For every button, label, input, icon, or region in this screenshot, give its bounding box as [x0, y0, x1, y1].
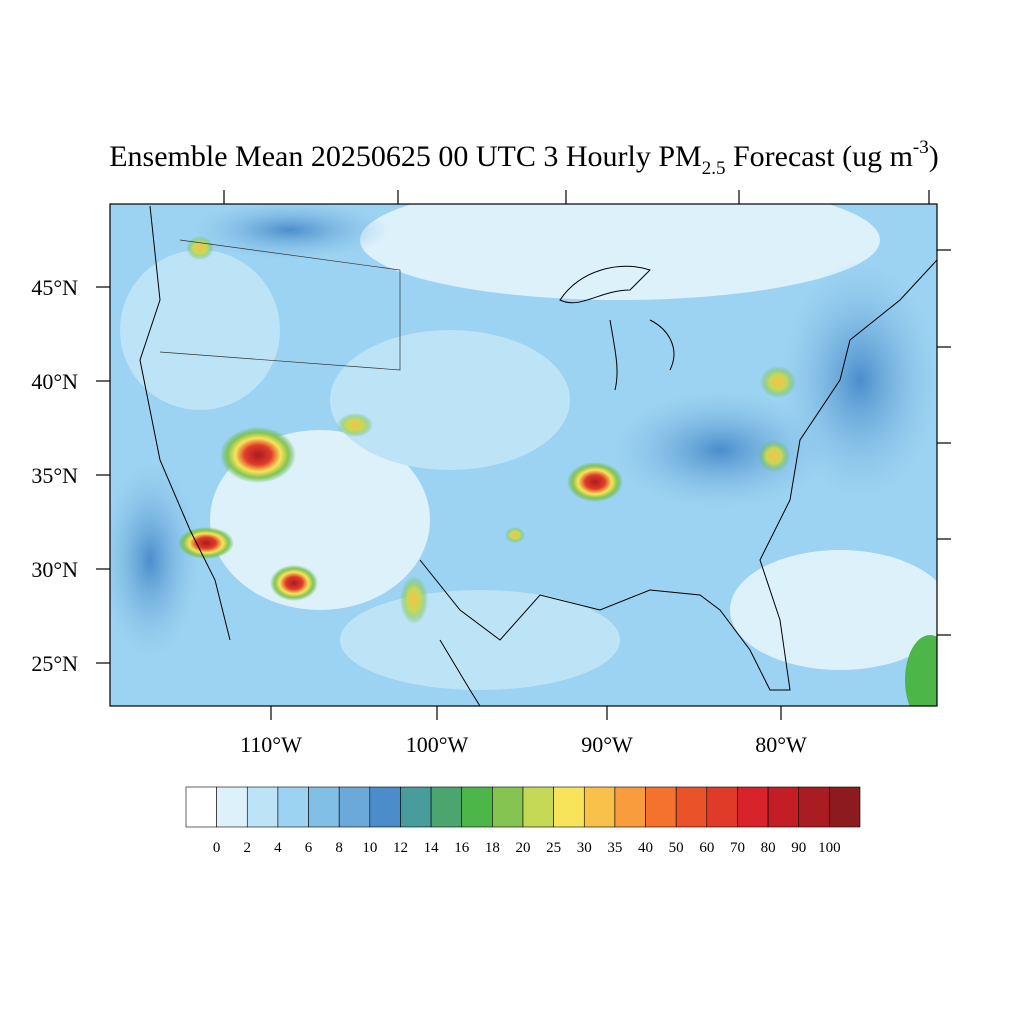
- title-main: Ensemble Mean 20250625 00 UTC 3 Hourly P…: [109, 140, 701, 173]
- title-subscript: 2.5: [702, 158, 726, 179]
- lon-label: 110°W: [240, 732, 302, 757]
- colorbar-box: [430, 786, 463, 828]
- colorbar-box: [553, 786, 585, 828]
- lat-label: 35°N: [31, 463, 78, 488]
- colorbar-box: [675, 786, 708, 828]
- lat-label: 30°N: [31, 557, 78, 582]
- coastline: [419, 259, 937, 691]
- title-end: ): [929, 140, 939, 173]
- hotspot: [760, 366, 796, 398]
- colorbar-label: 18: [485, 840, 500, 856]
- lon-label: 80°W: [755, 732, 807, 757]
- colorbar-box: [829, 786, 861, 828]
- colorbar-label: 12: [393, 840, 408, 856]
- field-patch: [905, 635, 937, 706]
- colorbar-box: [645, 786, 677, 828]
- colorbar-label: 8: [335, 840, 343, 856]
- colorbar-label: 60: [699, 840, 714, 856]
- hotspot: [337, 413, 373, 437]
- colorbar-box: [767, 786, 800, 828]
- great-lakes: [559, 265, 675, 391]
- field-patch: [190, 204, 390, 260]
- title: Ensemble Mean 20250625 00 UTC 3 Hourly P…: [109, 137, 939, 179]
- colorbar-box: [492, 786, 524, 828]
- hotspot: [186, 236, 214, 260]
- colorbar-label: 90: [791, 840, 806, 856]
- lat-label: 40°N: [31, 369, 78, 394]
- colorbar-box: [338, 786, 371, 828]
- colorbar-label: 10: [362, 840, 377, 856]
- colorbar-label: 4: [274, 840, 282, 856]
- field-patch: [110, 460, 200, 660]
- hotspot: [178, 527, 234, 559]
- colorbar-label: 70: [730, 840, 745, 856]
- field-patch: [330, 330, 570, 470]
- colorbar-label: 0: [213, 840, 221, 856]
- colorbar-box: [522, 786, 554, 828]
- colorbar-box: [798, 786, 830, 828]
- lat-label: 45°N: [31, 275, 78, 300]
- field-patch: [360, 204, 880, 300]
- frame-ticks: [223, 190, 951, 636]
- field-patch: [120, 250, 280, 410]
- colorbar-box: [737, 786, 769, 828]
- field-patch: [610, 390, 830, 510]
- hotspot: [567, 462, 623, 502]
- lon-label: 90°W: [581, 732, 633, 757]
- field-patch: [730, 550, 937, 670]
- colorbar-box: [308, 786, 340, 828]
- hotspot: [270, 565, 318, 601]
- map-field: [110, 204, 937, 706]
- colorbar-label: 80: [761, 840, 776, 856]
- map-frame: [109, 203, 938, 707]
- coastline: [139, 205, 231, 641]
- colorbar-box: [400, 786, 432, 828]
- hotspot: [220, 427, 296, 483]
- lat-label: 25°N: [31, 651, 78, 676]
- hotspot: [400, 576, 428, 624]
- colorbar-box: [185, 786, 217, 828]
- colorbar-label: 30: [577, 840, 592, 856]
- colorbar-label: 40: [638, 840, 653, 856]
- colorbar-label: 2: [244, 840, 252, 856]
- hotspot: [505, 527, 525, 543]
- colorbar-label: 14: [424, 840, 440, 856]
- colorbar-box: [369, 786, 401, 828]
- colorbar-box: [583, 786, 616, 828]
- colorbar-box: [461, 786, 493, 828]
- colorbar-label: 25: [546, 840, 561, 856]
- colorbar-label: 16: [454, 840, 470, 856]
- colorbar-label: 35: [607, 840, 622, 856]
- hotspot: [758, 440, 790, 472]
- state-borders: [159, 239, 401, 371]
- title-after: Forecast (ug m: [725, 140, 912, 173]
- colorbar-label: 20: [516, 840, 531, 856]
- colorbar-box: [216, 786, 248, 828]
- lon-label: 100°W: [406, 732, 469, 757]
- colorbar-box: [614, 786, 646, 828]
- colorbar-box: [706, 786, 738, 828]
- colorbar-box: [277, 786, 309, 828]
- title-superscript: -3: [913, 137, 929, 158]
- colorbar-label: 100: [818, 840, 841, 856]
- colorbar-box: [246, 786, 279, 828]
- colorbar-label: 50: [669, 840, 684, 856]
- coastline: [439, 639, 481, 706]
- colorbar-label: 6: [305, 840, 313, 856]
